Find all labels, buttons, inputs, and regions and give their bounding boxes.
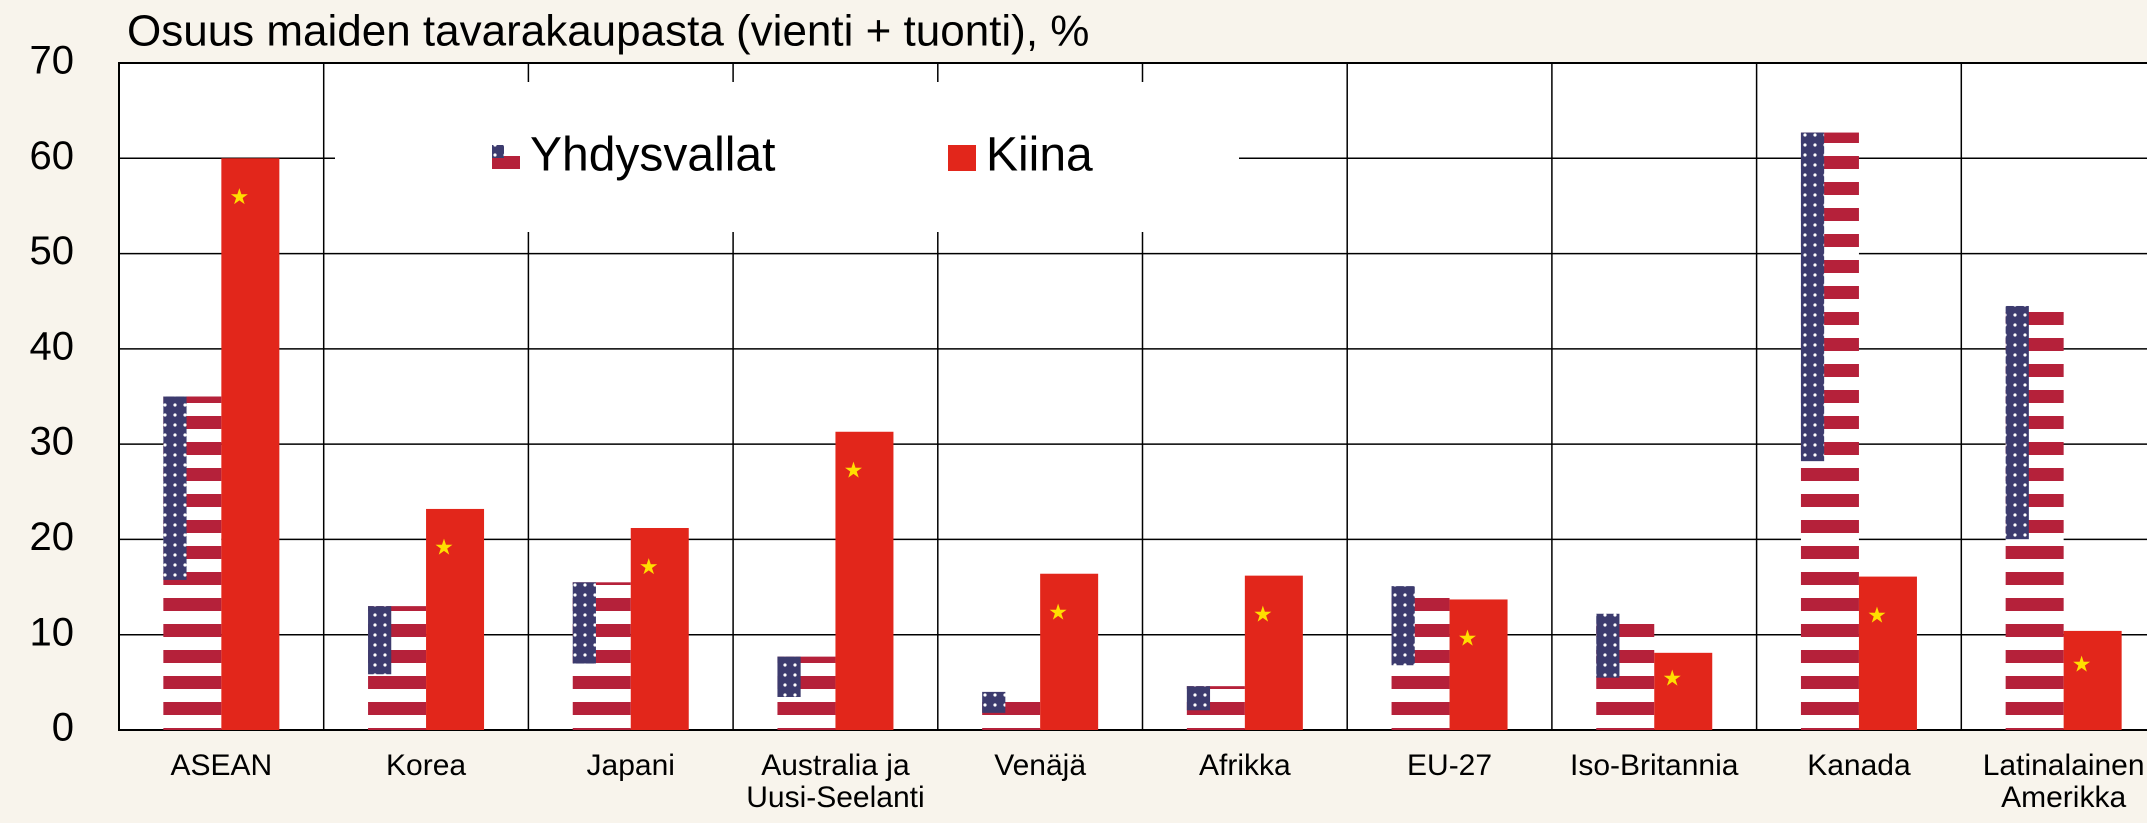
bar [1449,599,1508,730]
y-tick-label: 50 [30,229,75,273]
legend-box [335,82,1239,232]
flag-star: ★ [1048,600,1068,625]
bar [221,158,280,731]
x-tick-label: Iso-Britannia [1570,749,1739,782]
x-tick-label: Latinalainen Amerikka [1982,749,2145,814]
flag-star: ★ [1867,602,1887,627]
flag-star: ★ [229,184,249,209]
flag-canton [1391,586,1415,666]
x-tick-label: Afrikka [1199,749,1291,782]
flag-star: ★ [1662,666,1682,691]
bar [1654,652,1713,730]
x-tick-label: Venäjä [994,749,1087,782]
bar [1244,575,1303,730]
flag-star: ★ [844,458,864,483]
bar [426,508,485,730]
flag-canton [2005,305,2029,540]
legend-label: Kiina [986,129,1093,182]
bar [1040,573,1099,730]
flag-canton [777,656,801,697]
flag-star: ★ [2072,651,2092,676]
y-tick-label: 60 [30,134,75,178]
flag-canton [163,396,187,580]
legend-label: Yhdysvallat [530,129,775,182]
bar [835,431,894,730]
x-tick-label: ASEAN [170,749,273,782]
flag-canton [1596,613,1620,678]
bar [1858,576,1917,730]
legend-swatch [948,145,976,171]
y-tick-label: 20 [30,515,75,559]
x-tick-label: Korea [386,749,467,782]
flag-star: ★ [434,535,454,560]
flag-star: ★ [1458,625,1478,650]
y-tick-label: 10 [30,610,75,654]
x-tick-label: EU-27 [1407,749,1493,782]
legend-canton [492,145,504,158]
x-tick-label: Japani [586,749,675,782]
bar [630,527,689,730]
flag-canton [368,606,392,675]
flag-canton [1800,132,1825,462]
y-tick-label: 40 [30,324,75,368]
chart-title: Osuus maiden tavarakaupasta (vienti + tu… [127,7,1089,56]
y-tick-label: 30 [30,420,75,464]
x-tick-label: Australia ja Uusi-Seelanti [746,749,925,814]
flag-canton [572,582,596,664]
flag-canton [1186,686,1211,711]
y-tick-label: 70 [30,39,75,83]
x-tick-label: Kanada [1807,749,1911,782]
flag-canton [982,691,1006,713]
bar [2063,630,2122,730]
flag-star: ★ [639,554,659,579]
y-tick-label: 0 [52,706,74,750]
flag-star: ★ [1253,601,1273,626]
